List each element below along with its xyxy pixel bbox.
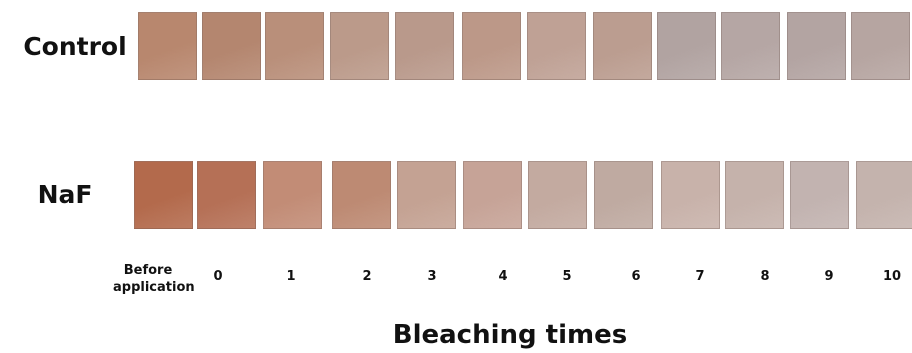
sample-swatch — [265, 12, 324, 80]
sample-swatch — [787, 12, 846, 80]
sample-swatch — [197, 161, 256, 229]
sample-swatch — [397, 161, 456, 229]
sample-swatch — [332, 161, 391, 229]
sample-swatch — [463, 161, 522, 229]
sample-swatch — [263, 161, 322, 229]
row-label: Control — [10, 32, 140, 61]
sample-swatch — [138, 12, 197, 80]
sample-swatch — [202, 12, 261, 80]
sample-swatch — [657, 12, 716, 80]
sample-swatch — [330, 12, 389, 80]
sample-swatch — [528, 161, 587, 229]
sample-swatch — [527, 12, 586, 80]
row-label: NaF — [0, 180, 130, 209]
sample-swatch — [856, 161, 912, 229]
sample-swatch — [851, 12, 910, 80]
sample-swatch — [462, 12, 521, 80]
figure: {"rows": [ {"label": "Control", "colors"… — [0, 0, 912, 353]
sample-swatch — [134, 161, 193, 229]
sample-swatch — [661, 161, 720, 229]
sample-swatch — [790, 161, 849, 229]
sample-swatch — [721, 12, 780, 80]
sample-swatch — [593, 12, 652, 80]
sample-swatch — [594, 161, 653, 229]
column-label: 10 — [837, 268, 912, 285]
sample-swatch — [395, 12, 454, 80]
sample-swatch — [725, 161, 784, 229]
axis-title: Bleaching times — [310, 320, 710, 350]
